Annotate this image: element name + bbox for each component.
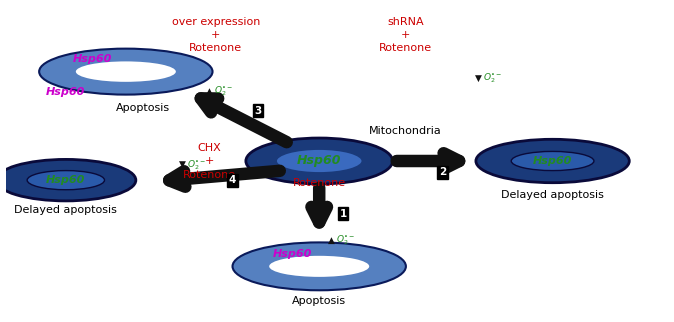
Text: $O_2^{\bullet -}$: $O_2^{\bullet -}$	[336, 233, 355, 247]
Ellipse shape	[246, 138, 392, 184]
Text: Mitochondria: Mitochondria	[369, 126, 442, 136]
Text: Rotenone: Rotenone	[183, 170, 236, 180]
Text: Hsp60: Hsp60	[46, 87, 86, 97]
Text: ▲: ▲	[206, 87, 212, 96]
Ellipse shape	[276, 149, 363, 173]
Ellipse shape	[476, 139, 630, 183]
Text: Rotenone: Rotenone	[379, 43, 433, 53]
Text: over expression: over expression	[172, 17, 260, 27]
Text: Hsp60: Hsp60	[273, 249, 312, 259]
Text: CHX: CHX	[197, 143, 221, 153]
Ellipse shape	[269, 256, 369, 277]
Ellipse shape	[39, 49, 212, 95]
Ellipse shape	[27, 171, 104, 190]
Ellipse shape	[0, 159, 136, 201]
Text: $O_2^{\bullet -}$: $O_2^{\bullet -}$	[483, 72, 502, 85]
Text: ▼: ▼	[474, 74, 481, 83]
Text: Delayed apoptosis: Delayed apoptosis	[14, 205, 117, 215]
Text: ▼: ▼	[179, 160, 186, 169]
Ellipse shape	[233, 242, 406, 290]
Text: 2: 2	[439, 167, 446, 177]
Text: Hsp60: Hsp60	[73, 54, 112, 64]
Text: Rotenone: Rotenone	[189, 43, 243, 53]
Text: 3: 3	[254, 106, 262, 116]
Text: Hsp60: Hsp60	[297, 155, 342, 167]
Text: Hsp60: Hsp60	[46, 175, 86, 185]
Text: 4: 4	[229, 175, 236, 185]
Text: +: +	[211, 30, 220, 40]
Text: 1: 1	[340, 209, 347, 219]
Text: Hsp60: Hsp60	[533, 156, 572, 166]
Text: Apoptosis: Apoptosis	[115, 103, 170, 113]
Ellipse shape	[76, 62, 176, 82]
Text: $O_2^{\bullet -}$: $O_2^{\bullet -}$	[214, 85, 233, 98]
Text: $O_2^{\bullet -}$: $O_2^{\bullet -}$	[187, 158, 207, 172]
Text: +: +	[204, 156, 214, 166]
Text: Delayed apoptosis: Delayed apoptosis	[501, 190, 604, 200]
Text: Rotenone: Rotenone	[293, 178, 346, 188]
Ellipse shape	[512, 151, 594, 171]
Text: shRNA: shRNA	[388, 17, 424, 27]
Text: +: +	[401, 30, 410, 40]
Text: ▲: ▲	[328, 236, 335, 245]
Text: Apoptosis: Apoptosis	[292, 296, 346, 306]
